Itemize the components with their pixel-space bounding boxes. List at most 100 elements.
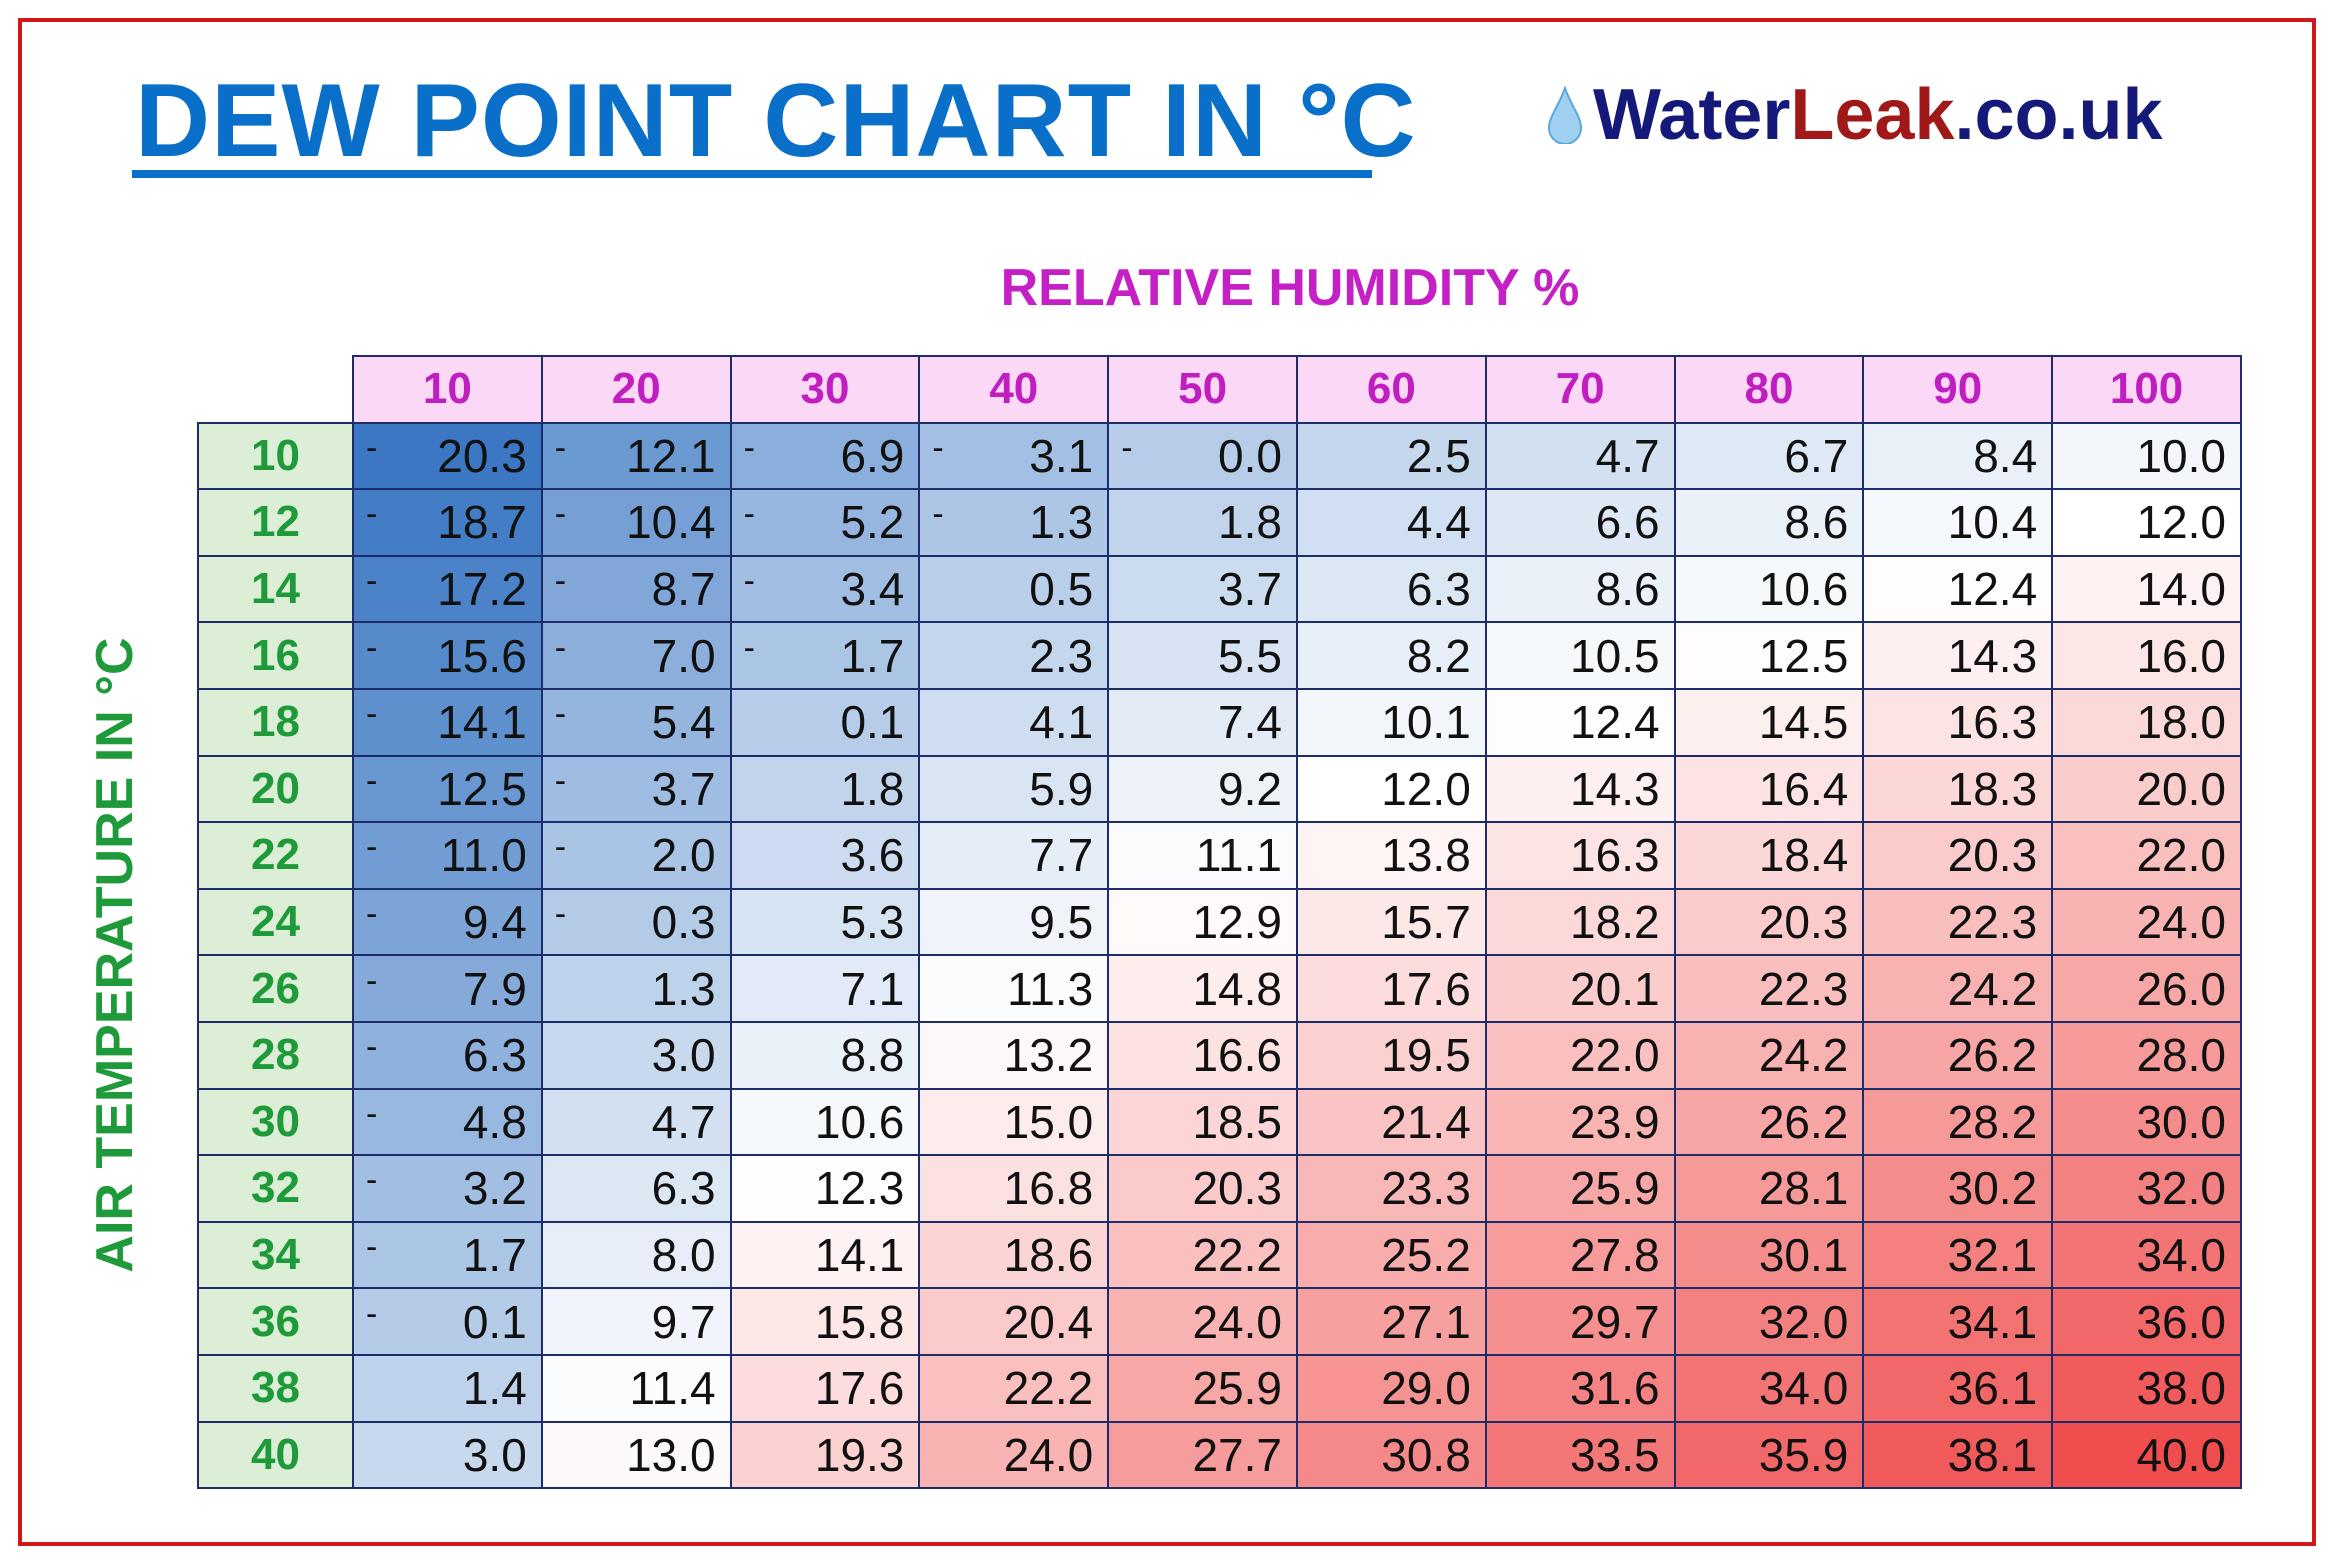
temperature-label: 34 <box>197 1220 354 1290</box>
logo-leak: Leak <box>1790 75 1955 155</box>
cell-value: 20.4 <box>1003 1295 1094 1348</box>
cell-value: 12.5 <box>437 762 527 815</box>
dew-point-cell: 22.2 <box>1107 1220 1298 1290</box>
table-row: 30- 4.8 4.7 10.6 15.0 18.5 21.4 23.9 26.2 28.2 30.… <box>197 1087 2242 1157</box>
cell-value: 28.2 <box>1947 1095 2038 1148</box>
cell-value: 8.0 <box>651 1229 716 1282</box>
dew-point-cell: 4.7 <box>1484 421 1676 491</box>
dew-point-cell: - 15.6 <box>352 621 543 690</box>
cell-value: 5.9 <box>1029 762 1094 815</box>
cell-value: 3.6 <box>840 829 905 882</box>
cell-value: 6.9 <box>840 429 905 482</box>
cell-value: 15.6 <box>437 629 527 682</box>
minus-sign: - <box>554 895 567 934</box>
cell-value: 1.4 <box>462 1362 527 1415</box>
cell-value: 36.0 <box>2136 1295 2226 1348</box>
dew-point-cell: - 0.3 <box>540 887 732 957</box>
header-row: 10 20 30 40 50 60 70 80 90 100 <box>198 355 2242 424</box>
cell-value: 25.9 <box>1192 1362 1282 1415</box>
humidity-header: 50 <box>1107 355 1298 424</box>
cell-value: 3.7 <box>1218 563 1282 616</box>
dew-point-cell: 24.0 <box>2051 887 2242 957</box>
dew-point-cell: 34.0 <box>1673 1353 1865 1423</box>
cell-value: 4.8 <box>462 1095 527 1148</box>
cell-value: 7.9 <box>462 962 527 1015</box>
cell-value: 14.1 <box>437 696 527 749</box>
dew-point-cell: 36.0 <box>2051 1287 2242 1356</box>
cell-value: 7.7 <box>1029 829 1094 882</box>
cell-value: 11.0 <box>440 829 527 882</box>
cell-value: 9.7 <box>651 1295 716 1348</box>
cell-value: 14.5 <box>1758 696 1849 749</box>
minus-sign: - <box>932 495 944 534</box>
cell-value: 11.4 <box>629 1362 716 1415</box>
dew-point-cell: 32.1 <box>1862 1220 2054 1290</box>
dew-point-cell: 26.2 <box>1862 1020 2054 1090</box>
dew-point-cell: 8.6 <box>1673 488 1865 557</box>
dew-point-cell: 19.5 <box>1295 1020 1487 1090</box>
cell-value: 4.1 <box>1029 696 1094 749</box>
minus-sign: - <box>743 562 755 601</box>
cell-value: 10.6 <box>1758 563 1849 616</box>
dew-point-cell: 30.2 <box>1862 1154 2054 1223</box>
cell-value: 27.7 <box>1192 1428 1282 1481</box>
table-row: 18-14.1-5.4 0.1 4.1 7.4 10.1 12.4 14.5 16.3 18.0 <box>197 687 2242 757</box>
cell-value: 10.4 <box>1947 496 2038 549</box>
minus-sign: - <box>743 495 755 534</box>
cell-value: 12.0 <box>2136 496 2226 549</box>
cell-value: 14.0 <box>2136 563 2226 616</box>
cell-value: 22.0 <box>2136 829 2226 882</box>
dew-point-cell: 25.9 <box>1107 1353 1298 1423</box>
cell-value: 27.1 <box>1381 1295 1471 1348</box>
cell-value: 22.3 <box>1947 896 2038 949</box>
cell-value: 15.8 <box>814 1295 905 1348</box>
minus-sign: - <box>366 1161 378 1200</box>
cell-value: 7.1 <box>840 962 905 1015</box>
cell-value: 11.3 <box>1007 962 1094 1015</box>
dew-point-cell: 10.1 <box>1295 687 1487 757</box>
dew-point-cell: - 18.7 <box>352 488 543 557</box>
dew-point-cell: 2.3 <box>918 621 1110 690</box>
cell-value: 8.6 <box>1595 563 1660 616</box>
dew-point-cell: 27.1 <box>1295 1287 1487 1356</box>
table-row: 20-12.5-3.7 1.8 5.9 9.2 12.0 14.3 16.4 18.3 20.0 <box>197 754 2242 824</box>
table-row: 34- 1.7 8.0 14.1 18.6 22.2 25.2 27.8 30.1 32.1 34.… <box>197 1220 2242 1290</box>
cell-value: 12.5 <box>1758 629 1849 682</box>
dew-point-cell: 18.3 <box>1862 754 2054 824</box>
cell-value: 7.4 <box>1218 696 1282 749</box>
dew-point-table: 10 20 30 40 50 60 70 80 90 100 10-20.3-12.1-6.9-3.… <box>197 355 2242 1490</box>
table-row: 26- 7.9 1.3 7.1 11.3 14.8 17.6 20.1 22.3 24.2 26.0 <box>197 954 2242 1023</box>
dew-point-cell: 13.2 <box>918 1020 1110 1090</box>
cell-value: 12.9 <box>1192 896 1282 949</box>
cell-value: 9.5 <box>1029 896 1094 949</box>
dew-point-cell: 18.2 <box>1484 887 1676 957</box>
minus-sign: - <box>554 695 567 734</box>
table-row: 14-17.2-8.7-3.4 0.5 3.7 6.3 8.6 10.6 12.4 14.0 <box>197 554 2242 624</box>
cell-value: 1.3 <box>1029 496 1094 549</box>
dew-point-cell: - 12.5 <box>352 754 543 824</box>
dew-point-cell: - 5.2 <box>729 488 921 557</box>
cell-value: 18.0 <box>2136 696 2226 749</box>
dew-point-cell: 11.3 <box>918 954 1110 1023</box>
temperature-label: 22 <box>197 821 354 890</box>
cell-value: 0.1 <box>462 1295 527 1348</box>
dew-point-cell: 24.2 <box>1673 1020 1865 1090</box>
dew-point-cell: 18.6 <box>918 1220 1110 1290</box>
cell-value: 21.4 <box>1381 1095 1471 1148</box>
dew-point-cell: 28.0 <box>2051 1020 2242 1090</box>
cell-value: 27.8 <box>1570 1229 1660 1282</box>
temperature-label: 40 <box>197 1420 354 1490</box>
cell-value: 34.0 <box>2136 1229 2226 1282</box>
minus-sign: - <box>554 761 567 800</box>
cell-value: 5.4 <box>651 696 716 749</box>
cell-value: 1.7 <box>840 629 905 682</box>
dew-point-cell: 16.6 <box>1107 1020 1298 1090</box>
cell-value: 7.0 <box>651 629 716 682</box>
minus-sign: - <box>554 828 567 867</box>
cell-value: 18.3 <box>1947 762 2038 815</box>
dew-point-cell: 27.7 <box>1107 1420 1298 1490</box>
dew-point-cell: 18.4 <box>1673 821 1865 890</box>
cell-value: 3.7 <box>651 762 716 815</box>
minus-sign: - <box>366 761 378 800</box>
cell-value: 20.3 <box>1758 896 1849 949</box>
